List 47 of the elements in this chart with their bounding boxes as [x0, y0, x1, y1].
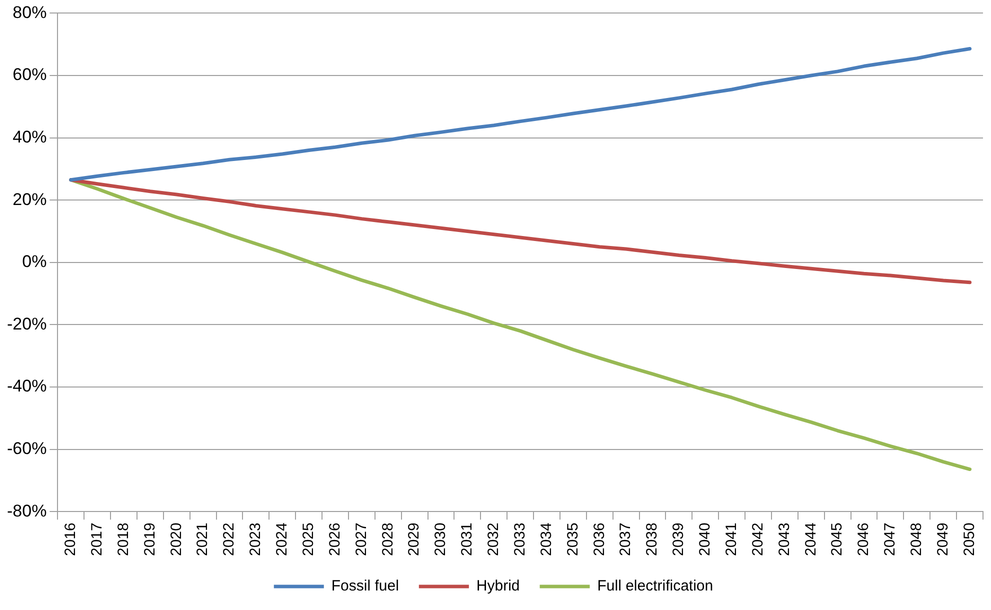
x-tick-label: 2037 — [617, 522, 634, 556]
x-tick-label: 2018 — [114, 522, 132, 556]
x-tick-label: 2040 — [696, 522, 714, 556]
x-tick-label: 2042 — [749, 522, 766, 556]
x-tick-label: 2033 — [511, 522, 528, 556]
x-tick-label: 2020 — [168, 522, 185, 556]
x-tick-label: 2039 — [670, 522, 688, 556]
x-tick-label: 2017 — [88, 522, 106, 556]
x-tick-label: 2019 — [141, 522, 158, 556]
y-tick-label: -20% — [7, 314, 47, 334]
x-tick-label: 2046 — [855, 522, 872, 556]
x-tick-label: 2032 — [485, 522, 502, 556]
x-tick-label: 2023 — [247, 522, 264, 556]
x-tick-label: 2049 — [934, 522, 952, 556]
x-tick-label: 2041 — [722, 522, 740, 556]
legend-label: Full electrification — [597, 578, 714, 595]
x-tick-label: 2043 — [776, 522, 793, 556]
x-tick-label: 2024 — [274, 522, 291, 556]
x-tick-label: 2038 — [644, 522, 661, 556]
x-tick-label: 2031 — [458, 522, 476, 556]
x-tick-label: 2034 — [538, 522, 555, 556]
legend-label: Fossil fuel — [331, 578, 399, 595]
x-tick-label: 2048 — [908, 522, 926, 556]
legend-label: Hybrid — [476, 578, 520, 595]
y-tick-label: -40% — [7, 376, 47, 396]
x-tick-label: 2044 — [802, 522, 820, 556]
y-tick-label: 60% — [12, 65, 47, 84]
x-tick-label: 2030 — [432, 522, 450, 556]
y-tick-label: 20% — [12, 190, 47, 209]
x-tick-label: 2029 — [406, 522, 423, 556]
x-tick-label: 2025 — [300, 522, 317, 556]
x-tick-label: 2036 — [590, 522, 608, 556]
x-tick-label: 2047 — [882, 522, 899, 556]
x-tick-label: 2027 — [352, 522, 370, 556]
y-tick-label: 80% — [12, 2, 47, 22]
x-tick-label: 2028 — [379, 522, 396, 556]
x-tick-label: 2050 — [960, 522, 978, 556]
x-tick-label: 2035 — [564, 522, 582, 556]
y-tick-label: -80% — [7, 501, 47, 520]
y-tick-label: 0% — [22, 252, 47, 272]
x-tick-label: 2022 — [220, 522, 238, 556]
y-tick-label: 40% — [12, 127, 47, 146]
x-tick-label: 2021 — [194, 522, 212, 556]
x-tick-label: 2045 — [828, 522, 846, 556]
x-tick-label: 2026 — [326, 522, 344, 556]
x-tick-label: 2016 — [62, 522, 80, 556]
y-tick-label: -60% — [7, 439, 47, 458]
